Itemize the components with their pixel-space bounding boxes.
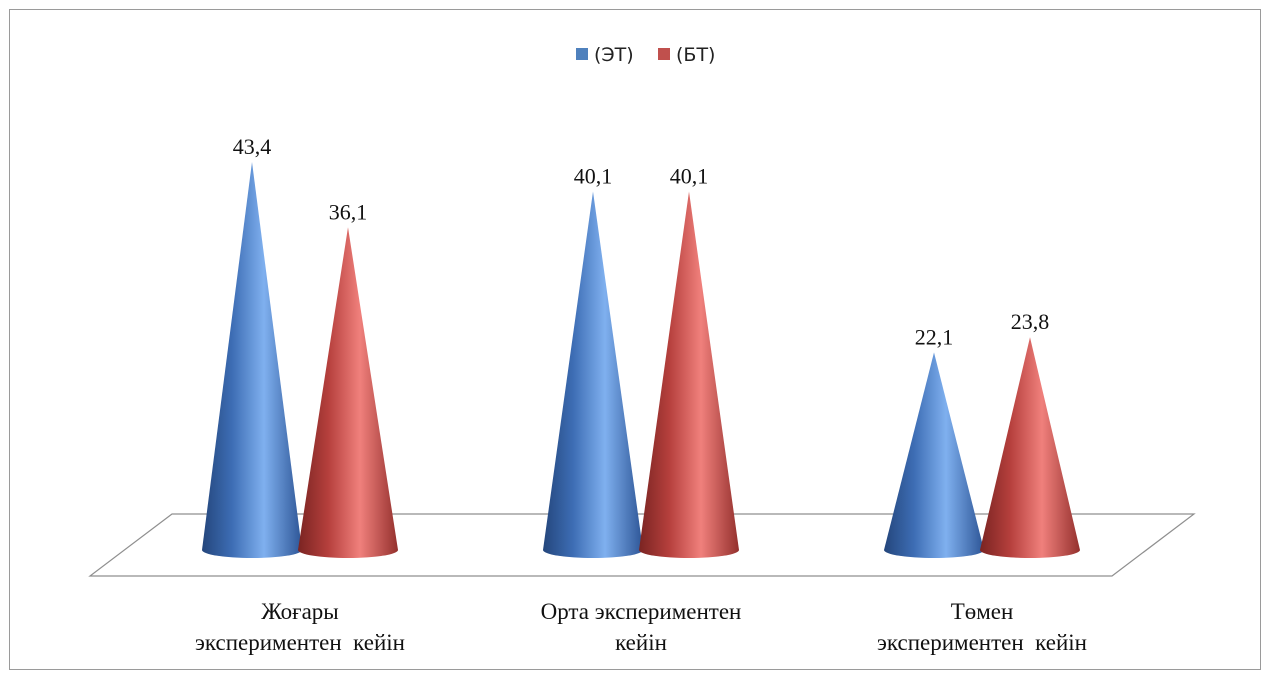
legend: (ЭТ) (БТ)	[576, 44, 715, 66]
category-label-1-line-2: экспериментен кейін	[195, 630, 405, 655]
category-labels: Жоғары экспериментен кейін Орта эксперимен…	[195, 599, 1087, 655]
category-label-3-line-1: Төмен	[951, 599, 1014, 624]
cone-bt-2	[639, 191, 739, 559]
category-label-1-line-1: Жоғары	[261, 599, 339, 624]
data-label-et-1: 43,4	[233, 134, 272, 159]
category-label-3-line-2: экспериментен кейін	[877, 630, 1087, 655]
data-label-et-2: 40,1	[574, 164, 613, 189]
cone-et-1	[202, 162, 302, 558]
data-label-bt-3: 23,8	[1011, 309, 1050, 334]
cone-et-3	[884, 352, 984, 558]
category-label-2-line-1: Орта экспериментен	[541, 599, 742, 624]
legend-swatch-bt	[658, 48, 670, 60]
category-label-2-line-2: кейін	[615, 630, 667, 655]
legend-label-et: (ЭТ)	[594, 44, 634, 66]
data-label-bt-2: 40,1	[670, 164, 709, 189]
cone-bt-3	[980, 337, 1080, 558]
data-label-bt-1: 36,1	[329, 199, 368, 224]
chart-marks: 43,4 36,1 40,1 40,1 22,1 23,8	[202, 134, 1080, 559]
cone-et-2	[543, 191, 643, 559]
cone-bt-1	[298, 227, 398, 559]
legend-swatch-et	[576, 48, 588, 60]
legend-label-bt: (БТ)	[676, 44, 715, 66]
data-label-et-3: 22,1	[915, 324, 954, 349]
